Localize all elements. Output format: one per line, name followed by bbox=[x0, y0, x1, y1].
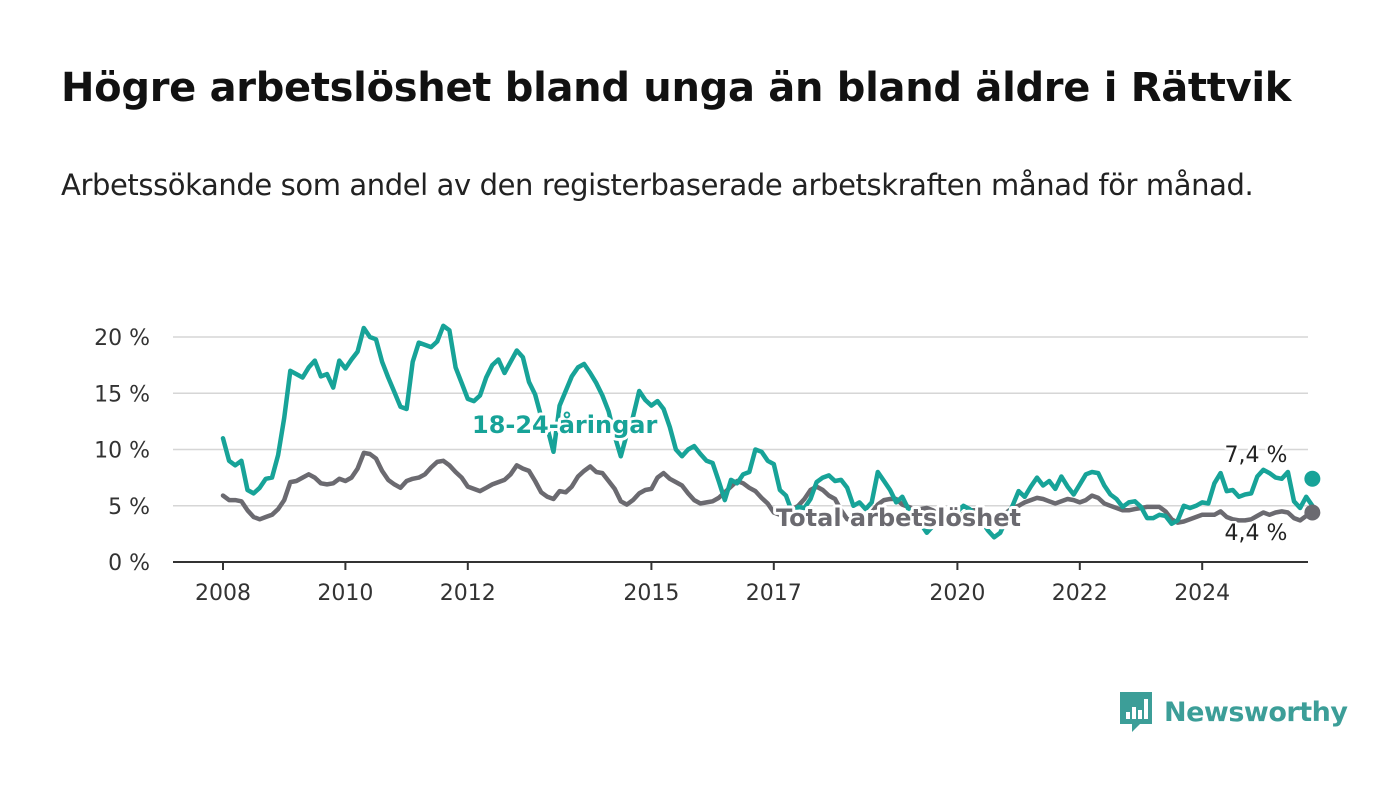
series-line-total bbox=[220, 450, 1315, 525]
x-tick-label: 2010 bbox=[317, 581, 373, 606]
end-label-total: 4,4 % bbox=[1225, 521, 1288, 546]
x-tick-label: 2017 bbox=[746, 581, 802, 606]
y-axis-tick-labels: 0 % 5 % 10 % 15 % 20 % bbox=[94, 326, 150, 576]
end-markers bbox=[1304, 470, 1321, 521]
x-tick-label: 2024 bbox=[1174, 581, 1230, 606]
x-tick-label: 2022 bbox=[1052, 581, 1108, 606]
end-marker-total bbox=[1304, 504, 1321, 521]
series-lines bbox=[220, 323, 1315, 540]
x-tick-label: 2020 bbox=[929, 581, 985, 606]
y-tick-label: 20 % bbox=[94, 326, 150, 351]
brand-name: Newsworthy bbox=[1164, 696, 1348, 728]
chart-title: Högre arbetslöshet bland unga än bland ä… bbox=[61, 65, 1292, 111]
end-marker-youth bbox=[1304, 470, 1321, 487]
end-label-youth: 7,4 % bbox=[1225, 443, 1288, 468]
x-tick-label: 2012 bbox=[440, 581, 496, 606]
series-label-total: Total arbetslöshet bbox=[776, 504, 1021, 532]
series-line-youth bbox=[220, 323, 1315, 540]
series-labels: 18-24-åringar Total arbetslöshet 7,4 % 4… bbox=[469, 407, 1290, 549]
y-tick-label: 15 % bbox=[94, 382, 150, 407]
x-tick-label: 2008 bbox=[195, 581, 251, 606]
series-label-youth: 18-24-åringar bbox=[472, 410, 657, 439]
newsworthy-bar-chart-icon bbox=[1120, 692, 1152, 732]
chart-subtitle: Arbetssökande som andel av den registerb… bbox=[61, 168, 1254, 202]
y-tick-label: 10 % bbox=[94, 439, 150, 464]
newsworthy-logo: Newsworthy bbox=[1118, 690, 1348, 734]
y-tick-label: 5 % bbox=[108, 495, 150, 520]
y-tick-label: 0 % bbox=[108, 551, 150, 576]
x-tick-label: 2015 bbox=[623, 581, 679, 606]
x-axis: 2008 2010 2012 2015 2017 2020 2022 2024 bbox=[173, 561, 1308, 606]
